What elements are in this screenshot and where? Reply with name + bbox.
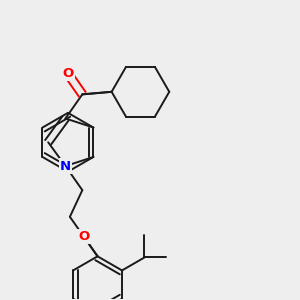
Text: N: N <box>60 160 71 172</box>
Text: O: O <box>78 230 89 243</box>
Text: O: O <box>62 68 74 80</box>
